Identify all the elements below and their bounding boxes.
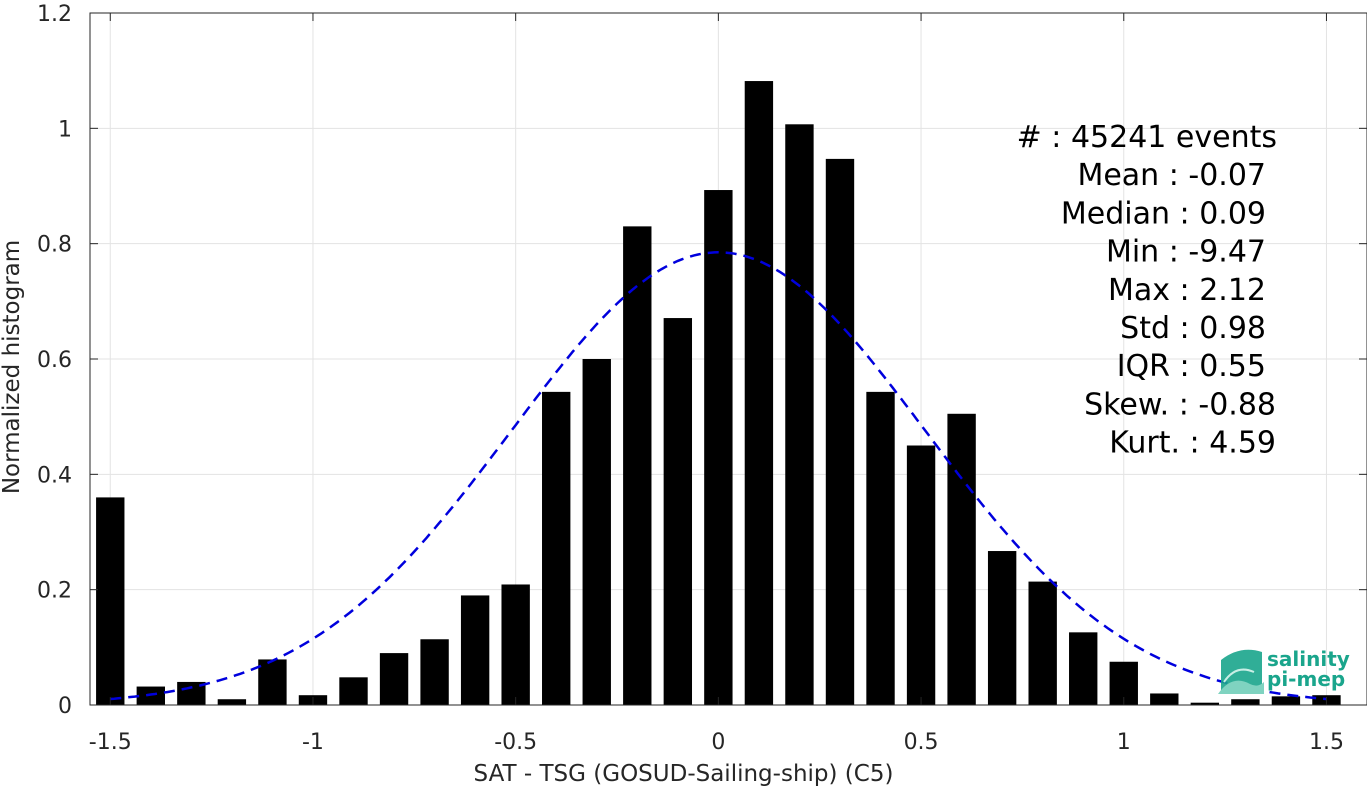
y-tick-label: 0.6 <box>37 348 72 373</box>
x-tick-label: -1.5 <box>89 730 132 755</box>
histogram-bar <box>1150 693 1179 705</box>
histogram-bar <box>217 699 247 705</box>
stat-line: Skew. : -0.88 <box>1084 387 1276 422</box>
normal-fit-curve <box>110 251 1327 701</box>
stat-line: Max : 2.12 <box>1108 273 1266 308</box>
stat-line: Min : -9.47 <box>1106 235 1266 270</box>
histogram-bar <box>623 226 652 705</box>
histogram-bar <box>420 639 449 705</box>
x-tick-label: -1 <box>302 730 324 755</box>
stat-line: Std : 0.98 <box>1120 311 1266 346</box>
stat-line: Mean : -0.07 <box>1077 158 1266 193</box>
histogram-bar <box>1028 581 1057 705</box>
x-axis-ticks: -1.5 -1 -0.5 0 0.5 1 1.5 <box>89 13 1344 755</box>
histogram-bar <box>1271 696 1301 705</box>
histogram-bar <box>825 158 855 705</box>
histogram-bar <box>379 653 409 705</box>
y-tick-label: 0.8 <box>37 233 72 258</box>
histogram-bar <box>582 359 611 705</box>
histogram-bar <box>704 190 733 705</box>
histogram-bar <box>96 497 125 705</box>
y-tick-label: 0.2 <box>37 579 72 604</box>
x-axis-label: SAT - TSG (GOSUD-Sailing-ship) (C5) <box>474 761 894 787</box>
histogram-bar <box>663 318 693 705</box>
logo-text-pimep: pi-mep <box>1267 667 1345 691</box>
histogram-bar <box>258 659 287 705</box>
x-tick-label: 0.5 <box>904 730 939 755</box>
stat-line: IQR : 0.55 <box>1117 349 1266 384</box>
salinity-pi-mep-logo: salinity pi-mep <box>1218 647 1350 694</box>
histogram-bar <box>542 391 571 705</box>
logo-wave-icon <box>1218 649 1264 694</box>
histogram-bar <box>785 124 814 705</box>
y-tick-label: 1 <box>58 117 72 142</box>
logo-text-salinity: salinity <box>1267 647 1350 671</box>
histogram-bars <box>96 81 1341 705</box>
y-axis-ticks: 0 0.2 0.4 0.6 0.8 1 1.2 <box>37 2 1367 719</box>
stat-line: # : 45241 events <box>1017 120 1277 155</box>
stat-line: Median : 0.09 <box>1061 196 1266 231</box>
histogram-bar <box>1190 702 1220 705</box>
histogram-bar <box>339 677 368 705</box>
x-tick-label: -0.5 <box>494 730 537 755</box>
histogram-bar <box>947 413 976 705</box>
x-tick-label: 0 <box>711 730 725 755</box>
y-tick-label: 0.4 <box>37 463 72 488</box>
x-tick-label: 1 <box>1117 730 1131 755</box>
histogram-bar <box>1231 699 1260 705</box>
y-tick-label: 0 <box>58 694 72 719</box>
histogram-bar <box>136 686 165 705</box>
histogram-bar <box>501 584 530 705</box>
histogram-bar <box>866 391 895 705</box>
histogram-bar <box>1069 632 1098 705</box>
histogram-bar <box>987 551 1017 705</box>
y-tick-label: 1.2 <box>37 2 72 27</box>
stat-line: Kurt. : 4.59 <box>1109 426 1276 461</box>
histogram-bar <box>460 595 490 705</box>
y-axis-label: Normalized histogram <box>0 240 25 494</box>
histogram-bar <box>906 445 936 705</box>
x-tick-label: 1.5 <box>1309 730 1344 755</box>
histogram-bar <box>744 81 774 705</box>
